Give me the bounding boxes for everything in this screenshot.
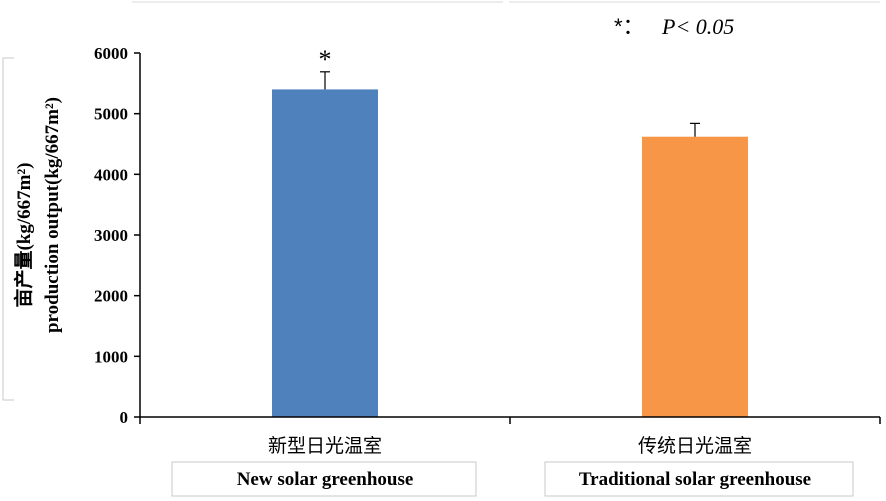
category-label-en: New solar greenhouse [237,469,414,490]
category-label-cn: 新型日光温室 [268,435,382,457]
y-tick-label: 4000 [94,165,128,184]
y-tick-label: 3000 [94,226,128,245]
bar [642,136,748,417]
y-tick-label: 1000 [94,347,128,366]
category-label-cn: 传统日光温室 [638,435,752,457]
category-label-en: Traditional solar greenhouse [579,469,811,490]
significance-note-text: P< 0.05 [661,14,734,39]
significance-marker: * [319,45,332,74]
significance-note-symbol: *： [614,14,645,39]
y-tick-label: 0 [120,408,129,427]
ylabel-frame [2,57,14,401]
y-tick-label: 6000 [94,44,128,63]
category-box-1 [171,461,477,497]
y-tick-label: 5000 [94,105,128,124]
y-axis-label-en: production output(kg/667m²) [42,97,63,333]
category-box-2 [544,461,854,497]
y-tick-label: 2000 [94,287,128,306]
y-axis-label-cn: 亩产量(kg/667m²) [12,162,35,307]
bar [272,89,378,418]
